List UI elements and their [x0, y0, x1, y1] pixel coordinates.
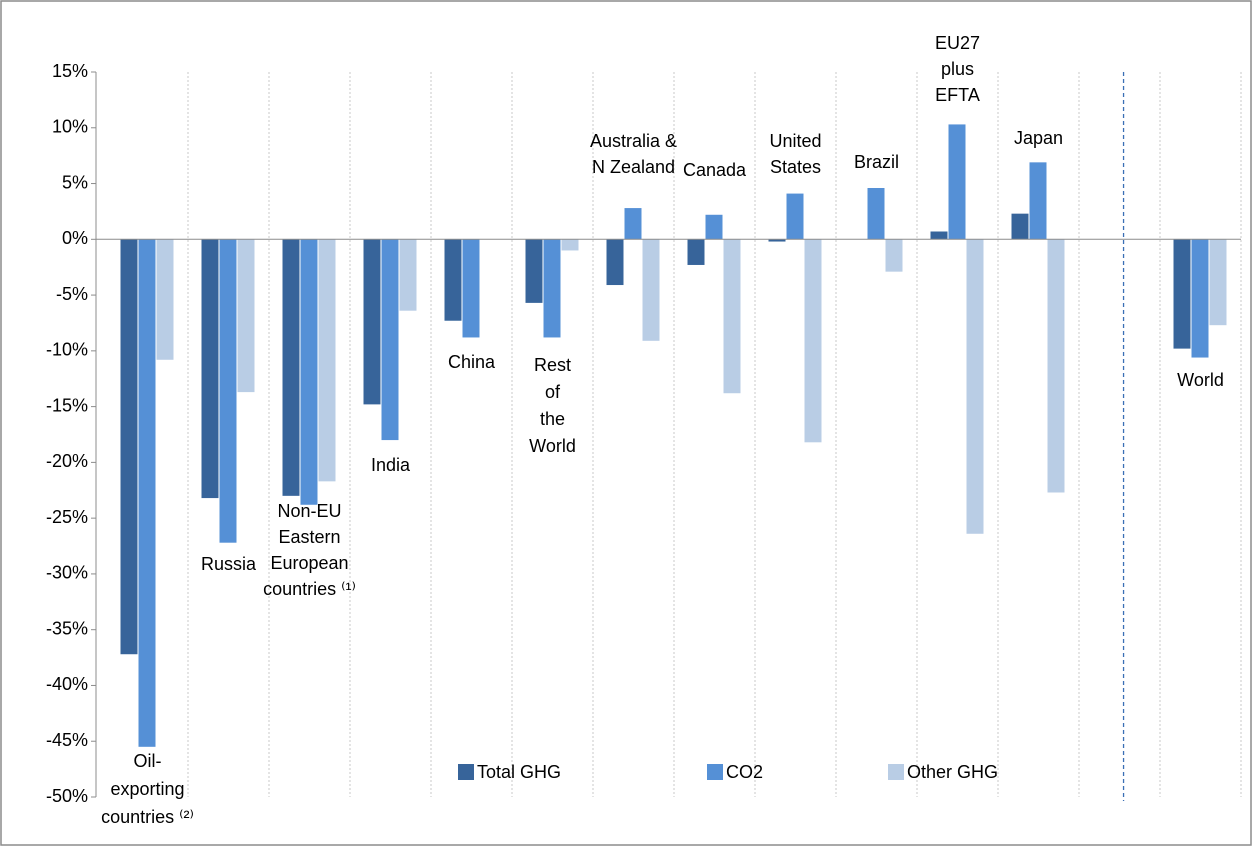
legend-label: CO2	[726, 762, 763, 782]
y-tick-label: -15%	[46, 395, 88, 415]
bar	[624, 208, 642, 240]
category-label-line: the	[540, 409, 565, 429]
bar	[525, 239, 543, 303]
bar	[885, 239, 903, 272]
bar	[399, 239, 417, 311]
category-label-line: Russia	[201, 554, 257, 574]
y-tick-label: -45%	[46, 730, 88, 750]
category-label-line: Oil-	[134, 751, 162, 771]
bar	[966, 239, 984, 534]
bar	[138, 239, 156, 747]
bar	[867, 188, 885, 240]
category-label-line: European	[270, 553, 348, 573]
category-label-line: Brazil	[854, 152, 899, 172]
legend-label: Other GHG	[907, 762, 998, 782]
bar	[1173, 239, 1191, 349]
legend-swatch	[888, 764, 904, 780]
category-label-line: Rest	[534, 355, 571, 375]
legend-swatch	[707, 764, 723, 780]
y-tick-label: 5%	[62, 172, 88, 192]
y-tick-label: -40%	[46, 674, 88, 694]
category-label: Russia	[201, 554, 257, 574]
category-label: Australia & N Zealand	[590, 131, 677, 177]
bar	[561, 239, 579, 251]
bar	[804, 239, 822, 443]
category-label: Rest of the World	[529, 355, 576, 456]
y-tick-label: 10%	[52, 117, 88, 137]
category-label: China	[448, 352, 496, 372]
bar	[219, 239, 237, 543]
bar	[237, 239, 255, 393]
category-label-line: EU27	[935, 33, 980, 53]
y-tick-label: -5%	[56, 284, 88, 304]
bar	[120, 239, 138, 655]
category-label-line: Canada	[683, 160, 747, 180]
bar	[606, 239, 624, 286]
bar	[543, 239, 561, 338]
bar	[768, 239, 786, 242]
category-label-line: China	[448, 352, 496, 372]
bar	[318, 239, 336, 482]
category-label-line: countries ⁽¹⁾	[263, 579, 356, 599]
bar	[444, 239, 462, 321]
category-label: Non-EU Eastern European countries ⁽¹⁾	[263, 501, 356, 599]
y-tick-label: -30%	[46, 563, 88, 583]
category-label-line: World	[529, 436, 576, 456]
category-label-line: exporting	[110, 779, 184, 799]
y-tick-label: 15%	[52, 61, 88, 81]
bar	[642, 239, 660, 341]
category-label-line: States	[770, 157, 821, 177]
category-label-line: Australia &	[590, 131, 677, 151]
category-label: United States	[769, 131, 821, 177]
bar	[1047, 239, 1065, 493]
y-tick-label: -50%	[46, 786, 88, 806]
category-label: Brazil	[854, 152, 899, 172]
bar	[156, 239, 174, 360]
bar	[300, 239, 318, 505]
category-label: World	[1177, 370, 1224, 390]
bar	[1191, 239, 1209, 358]
bar	[363, 239, 381, 405]
bar	[381, 239, 399, 441]
category-label: Canada	[683, 160, 747, 180]
category-label-line: Eastern	[278, 527, 340, 547]
category-label-line: plus	[941, 59, 974, 79]
bar	[1011, 213, 1029, 240]
bar	[786, 193, 804, 240]
category-label: Oil-exporting countries ⁽²⁾	[101, 751, 194, 827]
y-tick-label: 0%	[62, 228, 88, 248]
bar	[282, 239, 300, 496]
category-label-line: N Zealand	[592, 157, 675, 177]
category-label-line: of	[545, 382, 561, 402]
bar	[687, 239, 705, 265]
category-label: EU27 plus EFTA	[935, 33, 980, 105]
legend-label: Total GHG	[477, 762, 561, 782]
bar	[1029, 162, 1047, 240]
category-label-line: countries ⁽²⁾	[101, 807, 194, 827]
bar	[1209, 239, 1227, 326]
category-label-line: EFTA	[935, 85, 980, 105]
category-label-line: United	[769, 131, 821, 151]
bar	[705, 214, 723, 240]
category-label-line: Non-EU	[277, 501, 341, 521]
bar	[723, 239, 741, 394]
bar	[948, 124, 966, 240]
y-tick-label: -20%	[46, 451, 88, 471]
category-label-line: India	[371, 455, 411, 475]
bar	[462, 239, 480, 338]
category-label-line: World	[1177, 370, 1224, 390]
category-label: Japan	[1014, 128, 1063, 148]
bar	[201, 239, 219, 499]
category-label: India	[371, 455, 411, 475]
bar	[930, 231, 948, 240]
y-tick-label: -10%	[46, 340, 88, 360]
y-tick-label: -35%	[46, 618, 88, 638]
legend-swatch	[458, 764, 474, 780]
category-label-line: Japan	[1014, 128, 1063, 148]
y-tick-label: -25%	[46, 507, 88, 527]
